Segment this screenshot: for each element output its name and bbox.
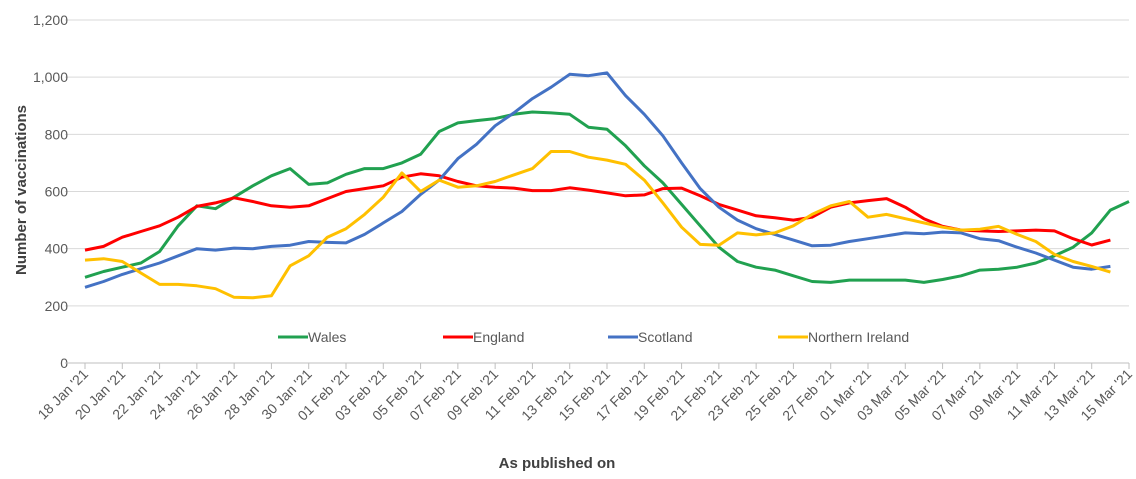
y-tick-label: 0 <box>60 355 68 371</box>
y-tick-label: 1,200 <box>33 12 68 28</box>
legend-label: England <box>473 329 524 345</box>
y-axis-title: Number of vaccinations <box>13 105 30 275</box>
y-tick-label: 400 <box>45 241 69 257</box>
y-tick-label: 1,000 <box>33 69 68 85</box>
series-line <box>84 110 1130 284</box>
y-tick-label: 600 <box>45 184 69 200</box>
legend-label: Northern Ireland <box>808 329 909 345</box>
series-line <box>84 172 1111 252</box>
series-line <box>84 71 1111 289</box>
y-tick-label: 800 <box>45 126 69 142</box>
y-tick-label: 200 <box>45 298 69 314</box>
legend-label: Scotland <box>638 329 692 345</box>
series-line <box>84 150 1111 300</box>
x-axis-title: As published on <box>499 455 616 472</box>
legend-label: Wales <box>308 329 346 345</box>
